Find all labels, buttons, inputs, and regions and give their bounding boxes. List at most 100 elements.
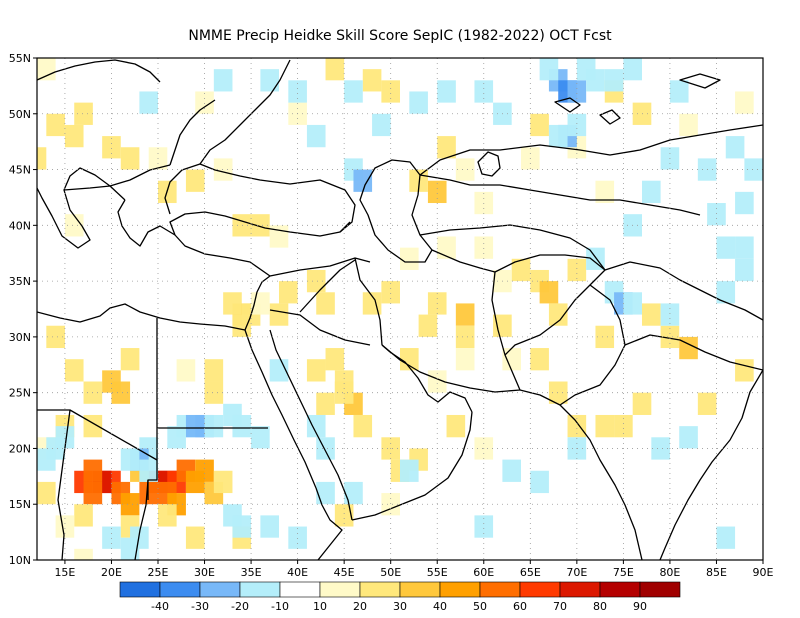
skill-cell	[204, 381, 224, 404]
skill-cell	[223, 292, 242, 315]
lat-tick-label: 40N	[9, 219, 31, 232]
skill-cell	[735, 236, 754, 259]
skill-cell	[567, 113, 587, 137]
skill-cell	[502, 348, 521, 371]
skill-cell	[567, 258, 587, 282]
border-saudi-iraq	[269, 309, 371, 346]
lon-tick-label: 15E	[54, 566, 75, 579]
lat-tick-label: 45N	[9, 164, 31, 177]
lat-tick-label: 15N	[9, 498, 31, 511]
skill-cell	[539, 281, 559, 304]
lon-tick-label: 25E	[148, 566, 169, 579]
coastline-india-west	[519, 389, 643, 560]
skill-cell	[716, 281, 736, 304]
border-balkans	[63, 164, 171, 191]
skill-cell	[74, 504, 93, 527]
skill-cell	[381, 281, 400, 304]
skill-cell	[83, 481, 103, 505]
skill-cell	[213, 470, 233, 494]
skill-cell	[344, 80, 363, 103]
border-ukraine	[169, 99, 216, 166]
skill-cell	[548, 124, 568, 148]
colorbar-swatch	[119, 581, 161, 598]
skill-cell	[55, 515, 75, 538]
colorbar-swatch	[599, 581, 641, 598]
skill-cell	[64, 359, 84, 382]
coastline-horn-africa	[315, 487, 343, 560]
colorbar-label: 20	[353, 600, 367, 613]
skill-cell	[362, 69, 382, 92]
lat-tick-label: 35N	[9, 275, 31, 288]
skill-cell	[679, 426, 698, 449]
skill-cell	[204, 359, 224, 382]
skill-cell	[37, 147, 47, 170]
skill-cell	[306, 359, 326, 382]
coastline-caspian	[359, 159, 433, 263]
skill-cell	[437, 236, 456, 259]
skill-cell	[120, 493, 140, 516]
border-iraq-syria	[299, 259, 356, 313]
skill-cell	[64, 214, 84, 237]
skill-cell	[530, 348, 549, 371]
lon-tick-label: 45E	[334, 566, 355, 579]
skill-cell	[427, 180, 447, 204]
colorbar-label: -40	[151, 600, 169, 613]
border-pakistan-india	[559, 284, 626, 406]
skill-cell	[139, 481, 158, 505]
coastline-anatomy	[169, 211, 351, 277]
border-turkey-south	[269, 257, 371, 277]
skill-cell	[195, 459, 214, 482]
border-libya-egypt	[147, 318, 158, 500]
border-kazakhstan	[419, 174, 701, 216]
coastline-iran-south	[381, 344, 521, 393]
skill-cell	[251, 214, 270, 237]
skill-cell	[232, 314, 252, 337]
skill-cell	[269, 303, 289, 326]
lat-tick-label: 25N	[9, 387, 31, 400]
skill-cell	[567, 80, 587, 103]
skill-cell	[279, 281, 298, 304]
skill-cell	[232, 414, 252, 438]
coastline-levant	[244, 275, 271, 331]
skill-cell	[306, 124, 326, 148]
skill-cell	[567, 414, 587, 438]
lon-tick-label: 70E	[566, 566, 587, 579]
skill-cell	[716, 526, 736, 549]
skill-cell	[735, 191, 754, 215]
skill-cell	[120, 348, 140, 371]
border-europe-east	[199, 59, 291, 165]
skill-cell	[595, 325, 615, 349]
skill-cell	[511, 258, 531, 282]
colorbar-label: 70	[553, 600, 567, 613]
colorbar-swatch	[199, 581, 241, 598]
lon-tick-label: 35E	[241, 566, 262, 579]
skill-cell	[37, 481, 56, 505]
colorbar-label: 50	[473, 600, 487, 613]
colorbar-label: 90	[633, 600, 647, 613]
skill-cell	[344, 481, 363, 505]
skill-cell	[446, 414, 466, 438]
skill-cell	[642, 303, 661, 326]
skill-cell	[707, 203, 726, 226]
skill-cell	[400, 247, 419, 270]
colorbar-label: 30	[393, 600, 407, 613]
skill-cell	[623, 58, 642, 81]
skill-cell	[288, 526, 307, 549]
colorbar-swatch	[639, 581, 681, 598]
lat-tick-label: 10N	[9, 554, 31, 567]
colorbar-swatch	[519, 581, 561, 598]
coastline-black-sea	[164, 163, 356, 233]
skill-cell	[130, 526, 149, 549]
skill-cell	[204, 414, 224, 438]
colorbar-swatch	[439, 581, 481, 598]
coastline-india-east	[659, 369, 763, 560]
skill-cell	[334, 381, 354, 404]
skill-cell	[251, 426, 270, 449]
skill-cell	[669, 80, 689, 103]
skill-cell	[185, 526, 205, 549]
coastline-north-africa	[37, 303, 246, 331]
colorbar-swatch	[159, 581, 201, 598]
colorbar: -40 -30 -20 -10 10 20 30 40 50 60 70 80 90	[119, 581, 681, 613]
colorbar-label: -30	[191, 600, 209, 613]
skill-cell	[334, 504, 354, 527]
